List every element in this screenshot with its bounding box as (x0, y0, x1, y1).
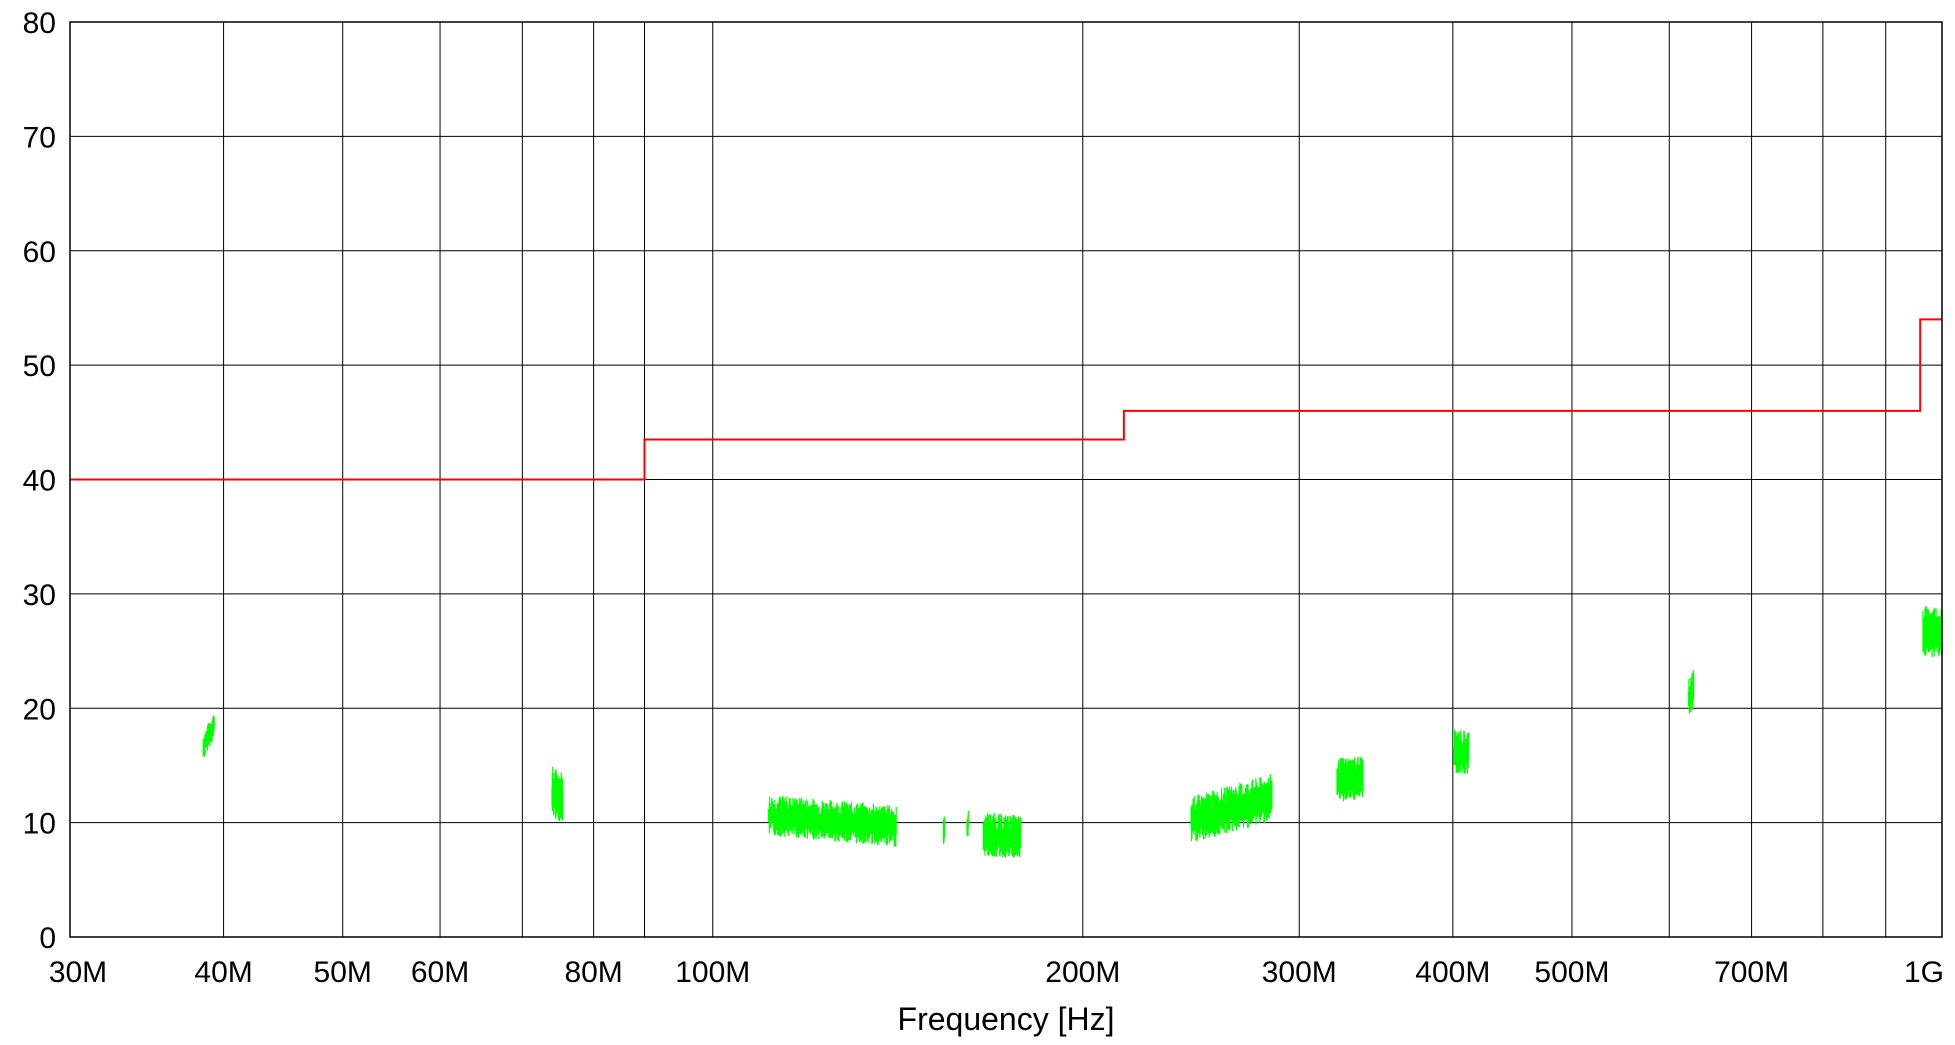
measurement-trace (1922, 606, 1943, 658)
y-tick-label: 30 (23, 579, 56, 612)
x-tick-label: 60M (411, 956, 469, 989)
y-tick-label: 60 (23, 236, 56, 269)
limit-line (70, 318, 1942, 481)
y-tick-label: 10 (23, 808, 56, 841)
x-axis-title: Frequency [Hz] (898, 1001, 1115, 1037)
x-tick-label: 200M (1045, 956, 1120, 989)
x-tick-label: 80M (564, 956, 622, 989)
y-tick-label: 70 (23, 121, 56, 154)
measurement-trace (982, 813, 1022, 858)
x-tick-label: 300M (1262, 956, 1337, 989)
y-tick-label: 0 (39, 922, 56, 955)
x-tick-label: 500M (1534, 956, 1609, 989)
x-tick-label: 40M (194, 956, 252, 989)
measurement-trace (202, 715, 215, 757)
x-tick-label: 100M (675, 956, 750, 989)
measurement-trace (551, 766, 564, 822)
measurement-trace (942, 816, 946, 844)
measurement-trace (966, 810, 969, 837)
plot-frame (69, 21, 1943, 938)
measurement-trace (767, 795, 897, 847)
measurement-trace (1336, 756, 1364, 802)
tick-labels: 0 10 20 30 40 50 60 70 80 30M 40M 50M 60M 80M 100M 200M… (23, 7, 1944, 989)
x-tick-label: 50M (314, 956, 372, 989)
series-group (70, 318, 1943, 858)
measurement-trace (1453, 729, 1470, 774)
y-tick-label: 20 (23, 693, 56, 726)
y-tick-label: 80 (23, 7, 56, 40)
x-tick-label: 700M (1714, 956, 1789, 989)
y-tick-label: 40 (23, 465, 56, 498)
x-tick-label: 1G (1904, 956, 1944, 989)
measurement-trace (1687, 669, 1695, 714)
x-tick-label: 400M (1415, 956, 1490, 989)
measurement-trace (1190, 774, 1273, 842)
y-tick-label: 50 (23, 350, 56, 383)
x-tick-label: 30M (49, 956, 107, 989)
